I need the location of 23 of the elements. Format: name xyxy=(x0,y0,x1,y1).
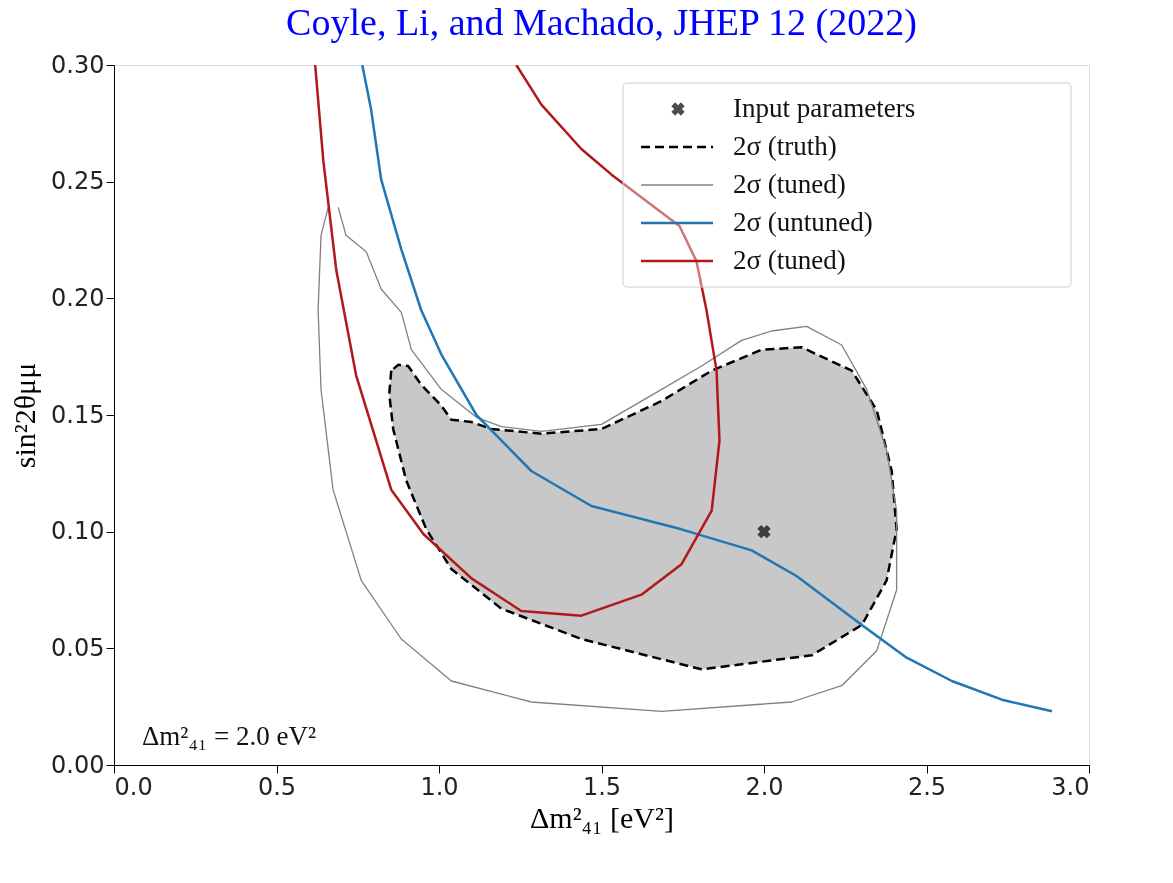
legend-label: 2σ (untuned) xyxy=(733,207,873,237)
x-axis-title: Δm²₄₁ [eV²] xyxy=(530,800,674,834)
legend-label: 2σ (tuned) xyxy=(733,245,846,275)
y-axis-title: sin²2θμμ xyxy=(8,362,42,469)
x-tick-label: 0.0 xyxy=(114,772,153,801)
y-tick-label: 0.00 xyxy=(51,750,105,779)
y-tick-label: 0.30 xyxy=(51,50,105,79)
x-tick-label: 1.5 xyxy=(582,772,622,801)
legend-label: 2σ (truth) xyxy=(733,131,837,161)
x-tick-label: 3.0 xyxy=(1051,772,1090,801)
x-tick-label: 2.0 xyxy=(745,772,784,801)
x-tick-label: 0.5 xyxy=(257,772,297,801)
y-tick-label: 0.10 xyxy=(51,517,105,546)
annotation: Δm²₄₁ = 2.0 eV² xyxy=(142,721,317,751)
x-tick-label: 1.0 xyxy=(420,772,459,801)
y-tick-label: 0.15 xyxy=(51,400,105,429)
y-tick-label: 0.25 xyxy=(51,167,105,196)
y-tick-label: 0.05 xyxy=(51,633,105,662)
x-tick-label: 2.5 xyxy=(907,772,947,801)
legend-label: Input parameters xyxy=(733,93,916,123)
chart-title: Coyle, Li, and Machado, JHEP 12 (2022) xyxy=(286,1,917,44)
y-tick-label: 0.20 xyxy=(51,283,105,312)
legend-label: 2σ (tuned) xyxy=(733,169,846,199)
